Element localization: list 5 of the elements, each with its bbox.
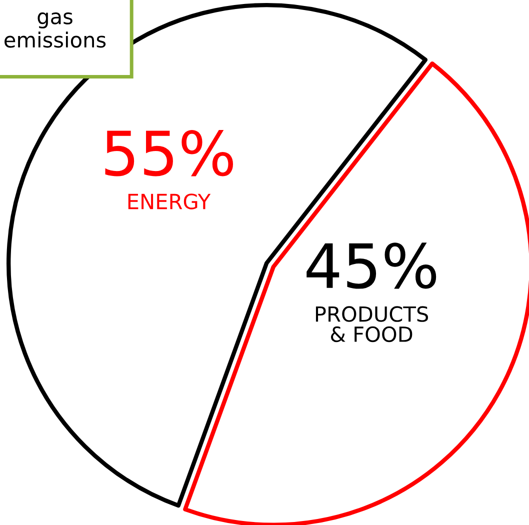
data-label: 45% <box>306 242 436 289</box>
slice-label: ENERGY <box>128 194 211 210</box>
data-label: 55% <box>105 130 233 176</box>
slice-label: PRODUCTS & FOOD <box>316 306 428 342</box>
text: gas emissions <box>4 12 106 48</box>
